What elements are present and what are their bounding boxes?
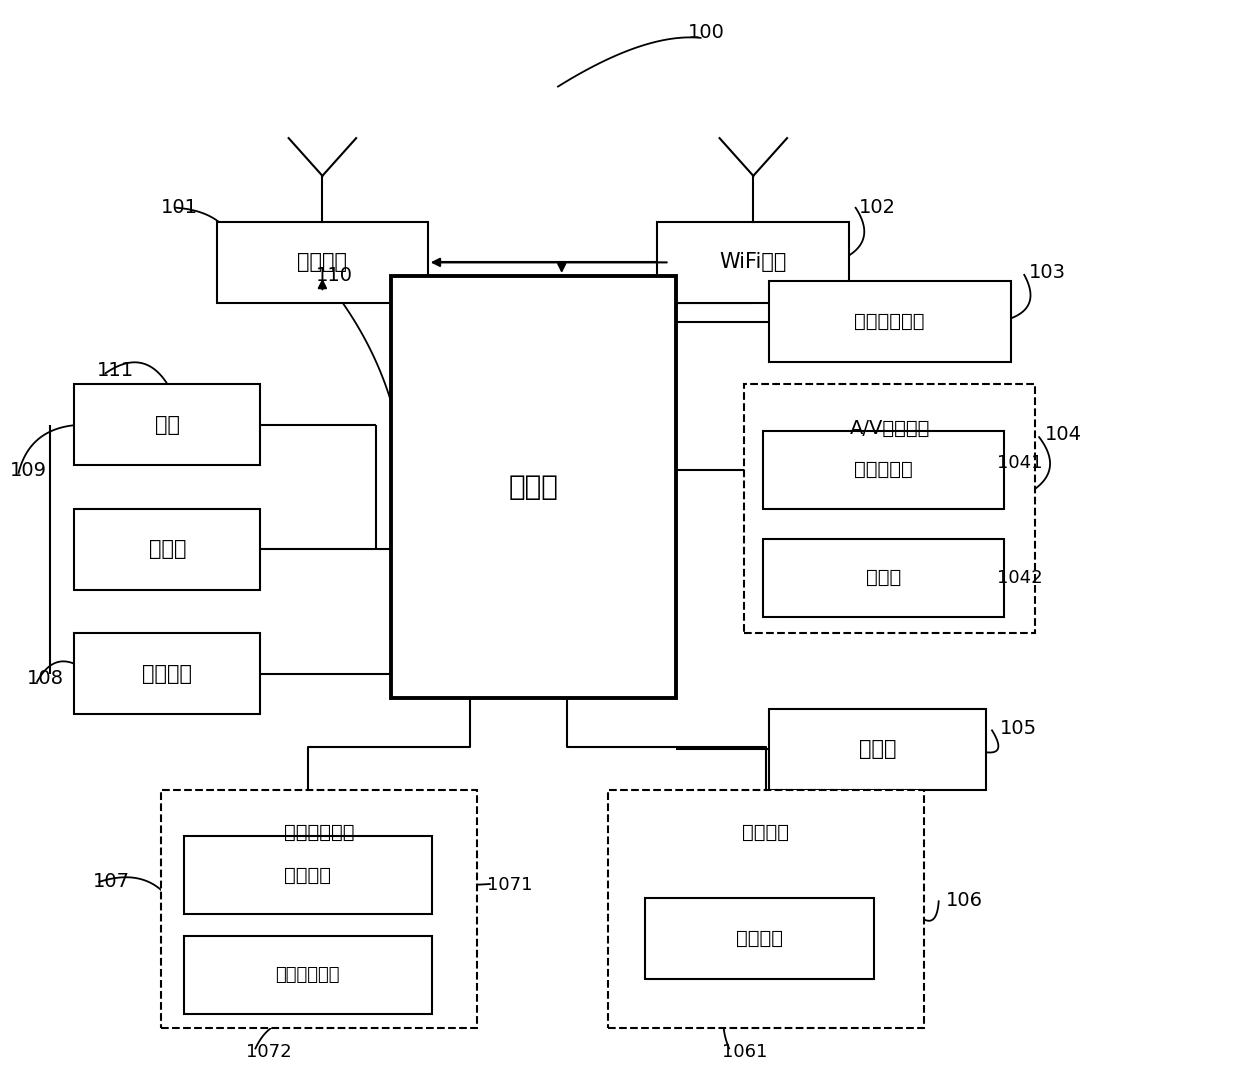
Text: 107: 107 <box>93 872 130 892</box>
Bar <box>184 936 432 1014</box>
Bar <box>657 222 849 303</box>
Bar <box>608 790 924 1028</box>
Text: 麦克风: 麦克风 <box>866 568 901 588</box>
Text: 111: 111 <box>97 360 134 380</box>
Text: 存储器: 存储器 <box>149 539 186 559</box>
Text: 处理器: 处理器 <box>508 473 558 501</box>
Text: 103: 103 <box>1029 263 1066 282</box>
Text: 用户输入单元: 用户输入单元 <box>284 823 355 842</box>
Bar <box>74 384 260 465</box>
Bar <box>769 281 1011 362</box>
Text: 105: 105 <box>999 718 1037 738</box>
Text: 101: 101 <box>161 198 198 217</box>
Text: 其他输入设备: 其他输入设备 <box>275 966 340 984</box>
Text: 110: 110 <box>316 266 353 286</box>
Text: 电源: 电源 <box>155 414 180 435</box>
Bar <box>744 384 1035 633</box>
Text: 1042: 1042 <box>997 569 1043 586</box>
Bar <box>74 633 260 714</box>
Text: 102: 102 <box>859 198 897 217</box>
Text: 1061: 1061 <box>722 1043 768 1060</box>
Text: 1072: 1072 <box>246 1043 291 1060</box>
Text: 1071: 1071 <box>487 876 533 894</box>
Bar <box>645 898 874 979</box>
Bar <box>217 222 428 303</box>
Text: 传感器: 传感器 <box>858 739 897 760</box>
Text: 接口单元: 接口单元 <box>143 663 192 684</box>
Bar <box>769 709 986 790</box>
Bar <box>184 836 432 914</box>
Text: 音频输出单元: 音频输出单元 <box>854 313 925 331</box>
Text: 108: 108 <box>27 669 64 688</box>
Text: 显示单元: 显示单元 <box>743 823 789 842</box>
Text: 104: 104 <box>1045 425 1083 445</box>
Bar <box>763 539 1004 617</box>
Text: 1041: 1041 <box>997 454 1043 472</box>
Text: 射频单元: 射频单元 <box>298 252 347 273</box>
Text: 显示面板: 显示面板 <box>737 929 782 948</box>
Text: A/V输入单元: A/V输入单元 <box>849 420 930 438</box>
Text: WiFi模块: WiFi模块 <box>719 252 787 273</box>
Bar <box>74 509 260 590</box>
Text: 触控面板: 触控面板 <box>284 866 331 885</box>
Text: 106: 106 <box>946 890 983 910</box>
Text: 100: 100 <box>688 23 725 42</box>
Bar <box>161 790 477 1028</box>
Text: 图形处理器: 图形处理器 <box>854 460 913 479</box>
Text: 109: 109 <box>10 461 47 480</box>
Bar <box>763 431 1004 509</box>
Bar <box>391 276 676 698</box>
